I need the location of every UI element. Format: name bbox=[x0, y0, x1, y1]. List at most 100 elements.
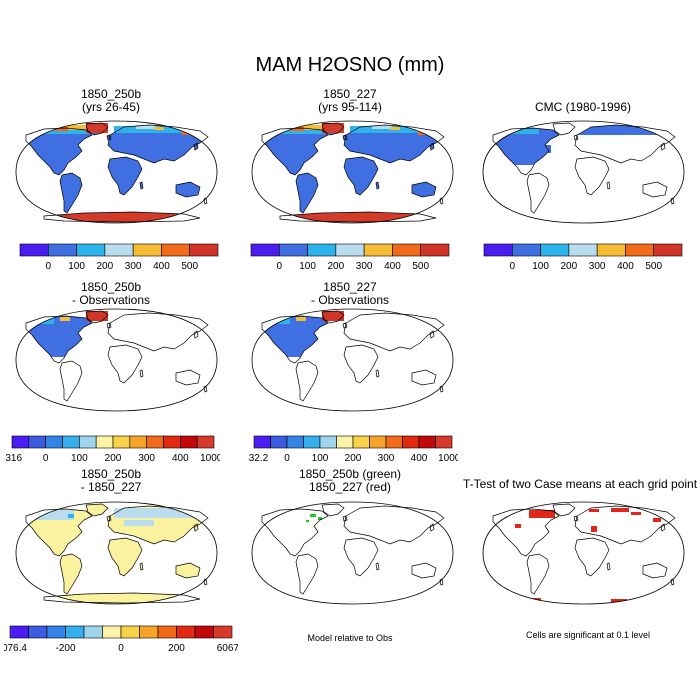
colorbar-swatch bbox=[420, 243, 450, 257]
colorbar-swatch bbox=[83, 625, 103, 639]
colorbar-1: 0 100 200 300 400 500 bbox=[19, 243, 219, 272]
colorbar-6: -5076.4 -200 0 200 6067.3 bbox=[4, 625, 238, 654]
colorbar-tick-label: 300 bbox=[356, 261, 373, 272]
colorbar-2: 0 100 200 300 400 500 bbox=[250, 243, 450, 272]
colorbar-tick-label: 400 bbox=[384, 261, 401, 272]
colorbar-tick-label: 0 bbox=[43, 453, 49, 464]
colorbar-tick-label: 400 bbox=[411, 453, 428, 464]
panel-title-8: T-Test of two Case means at each grid po… bbox=[462, 478, 698, 491]
panel-title-3: CMC (1980-1996) bbox=[488, 101, 678, 114]
panel-title-6: 1850_250b - 1850_227 bbox=[16, 468, 206, 494]
colorbar-tick-label: 100 bbox=[71, 453, 88, 464]
colorbar-swatch bbox=[303, 435, 321, 449]
colorbar-swatch bbox=[45, 435, 63, 449]
colorbar-swatch bbox=[307, 243, 337, 257]
world-map-significance-green bbox=[251, 501, 454, 605]
colorbar-swatch bbox=[46, 625, 66, 639]
colorbar-tick-label: 300 bbox=[138, 453, 155, 464]
colorbar-swatch bbox=[132, 243, 162, 257]
colorbar-swatch bbox=[483, 243, 513, 257]
colorbar-swatch bbox=[194, 625, 214, 639]
colorbar-tick-label: 100 bbox=[532, 261, 549, 272]
colorbar-tick-label: 0 bbox=[277, 261, 283, 272]
panel-title-1: 1850_250b (yrs 26-45) bbox=[16, 88, 206, 114]
colorbar-swatch bbox=[511, 243, 541, 257]
world-map-1850-227 bbox=[251, 120, 454, 224]
colorbar-swatch bbox=[62, 435, 80, 449]
colorbar-3: 0 100 200 300 400 500 bbox=[483, 243, 683, 272]
colorbar-tick-label: -5076.4 bbox=[4, 643, 27, 654]
colorbar-tick-label: 200 bbox=[345, 453, 362, 464]
colorbar-swatch bbox=[418, 435, 436, 449]
colorbar-swatch bbox=[402, 435, 420, 449]
colorbar-swatch bbox=[189, 243, 219, 257]
colorbar-swatch bbox=[163, 435, 181, 449]
colorbar-tick-label: 300 bbox=[125, 261, 142, 272]
colorbar-tick-label: 500 bbox=[645, 261, 662, 272]
panel-title-2: 1850_227 (yrs 95-114) bbox=[255, 88, 445, 114]
colorbar-swatch bbox=[392, 243, 422, 257]
world-map-ttest bbox=[482, 501, 685, 605]
colorbar-swatch bbox=[139, 625, 159, 639]
colorbar-swatch bbox=[102, 625, 122, 639]
panel-title-line2: (yrs 26-45) bbox=[81, 100, 140, 114]
panel-title-5: 1850_227- Observations bbox=[255, 281, 445, 307]
colorbar-tick-label: 300 bbox=[378, 453, 395, 464]
world-map-case-difference bbox=[15, 501, 218, 605]
colorbar-swatch bbox=[65, 625, 85, 639]
panel-title-line2: 1850_227 (red) bbox=[308, 480, 392, 494]
colorbar-tick-label: -200 bbox=[55, 643, 75, 654]
colorbar-tick-label: 400 bbox=[172, 453, 189, 464]
colorbar-tick-label: 200 bbox=[561, 261, 578, 272]
panel-title-line1: 1850_227 bbox=[323, 87, 377, 101]
panel-title-line1: 1850_227 bbox=[323, 280, 377, 294]
page-title: MAM H2OSNO (mm) bbox=[255, 54, 445, 76]
panel-title-line1: 1850_250b bbox=[80, 87, 142, 101]
colorbar-tick-label: 200 bbox=[105, 453, 122, 464]
colorbar-tick-label: 6067.3 bbox=[217, 643, 238, 654]
panel-title-line1: 1850_250b bbox=[80, 467, 142, 481]
world-map-1850-250b-minus-obs bbox=[15, 308, 218, 412]
colorbar-swatch bbox=[352, 435, 370, 449]
colorbar-tick-label: 400 bbox=[617, 261, 634, 272]
world-map-1850-250b bbox=[15, 120, 218, 224]
colorbar-tick-label: 200 bbox=[168, 643, 185, 654]
panel-title-line2: - 1850_227 bbox=[80, 480, 142, 494]
colorbar-swatch bbox=[9, 625, 29, 639]
colorbar-swatch bbox=[596, 243, 626, 257]
panel-title-line1: T-Test of two Case means at each grid po… bbox=[462, 477, 698, 491]
panel-title-line2: (yrs 95-114) bbox=[318, 100, 382, 114]
colorbar-swatch bbox=[625, 243, 655, 257]
colorbar-tick-label: 300 bbox=[589, 261, 606, 272]
panel-title-4: 1850_250b - Observations bbox=[16, 281, 206, 307]
panel-title-line1: CMC (1980-1996) bbox=[534, 100, 632, 114]
colorbar-swatch bbox=[120, 625, 140, 639]
colorbar-swatch bbox=[319, 435, 337, 449]
colorbar-swatch bbox=[95, 435, 114, 449]
colorbar-swatch bbox=[112, 435, 131, 449]
note-significance: Cells are significant at 0.1 level bbox=[525, 630, 651, 640]
colorbar-swatch bbox=[270, 435, 288, 449]
world-map-1850-227-minus-obs bbox=[251, 308, 454, 412]
colorbar-swatch bbox=[180, 435, 198, 449]
note-model-relative: Model relative to Obs bbox=[307, 633, 393, 643]
colorbar-swatch bbox=[435, 435, 453, 449]
panel-title-line1: 1850_250b (green) bbox=[298, 467, 402, 481]
colorbar-swatch bbox=[363, 243, 393, 257]
colorbar-tick-label: 0 bbox=[284, 453, 290, 464]
colorbar-swatch bbox=[213, 625, 233, 639]
colorbar-swatch bbox=[336, 435, 354, 449]
colorbar-swatch bbox=[19, 243, 49, 257]
colorbar-swatch bbox=[104, 243, 134, 257]
colorbar-tick-label: 0 bbox=[118, 643, 124, 654]
colorbar-swatch bbox=[385, 435, 403, 449]
world-map-cmc bbox=[482, 120, 685, 224]
colorbar-tick-label: 0 bbox=[510, 261, 516, 272]
colorbar-swatch bbox=[196, 435, 215, 449]
colorbar-swatch bbox=[250, 243, 280, 257]
colorbar-swatch bbox=[28, 435, 46, 449]
colorbar-tick-label: 0 bbox=[46, 261, 52, 272]
colorbar-tick-label: 500 bbox=[412, 261, 429, 272]
colorbar-swatch bbox=[47, 243, 77, 257]
